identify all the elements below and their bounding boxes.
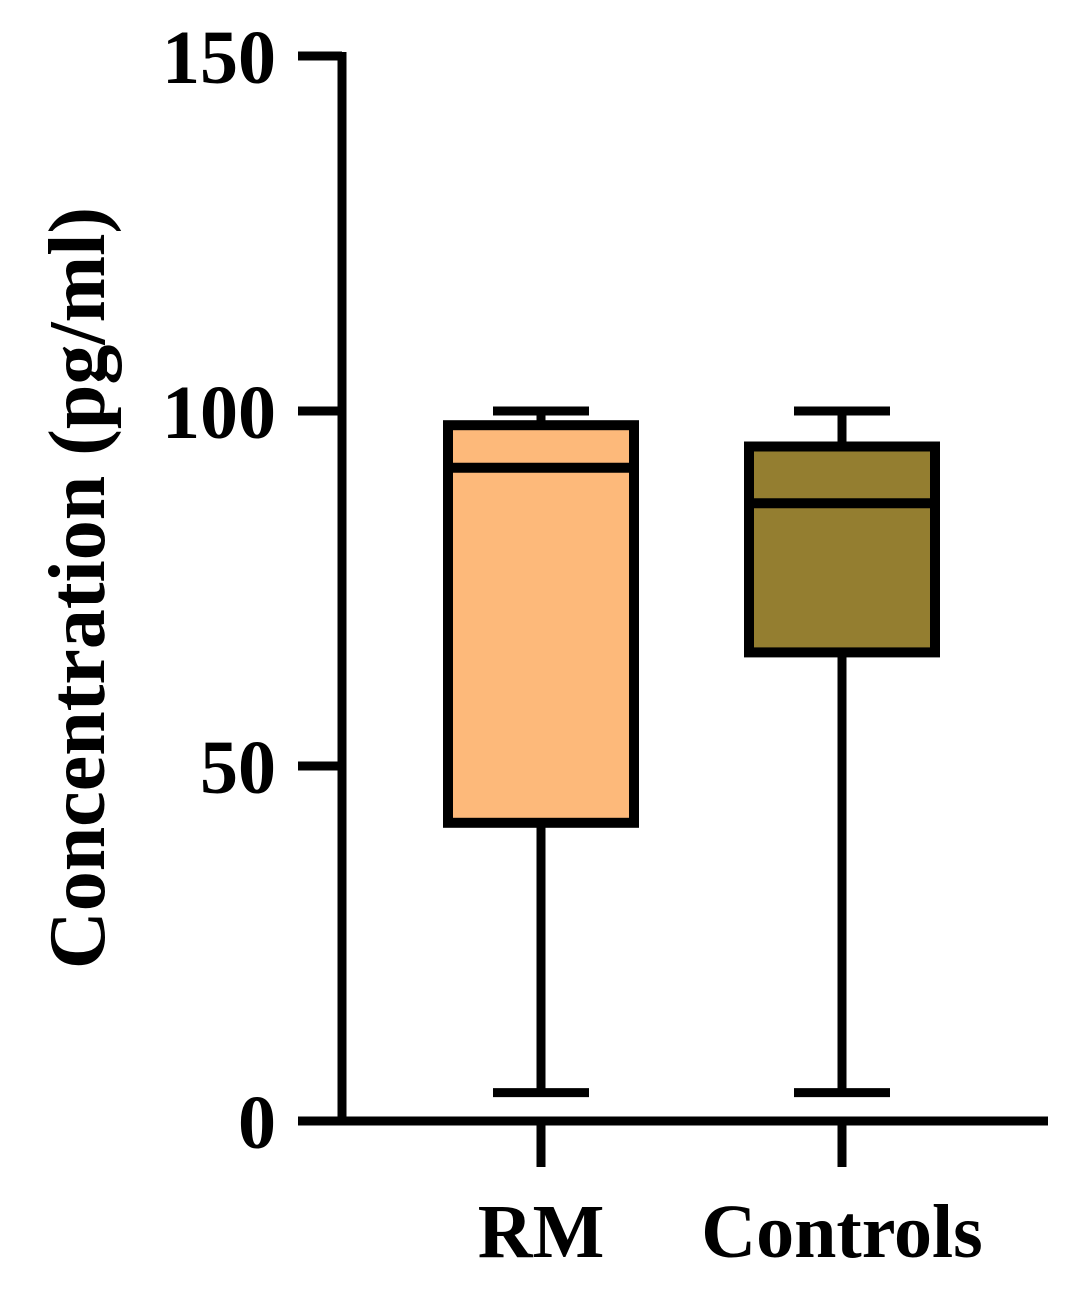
y-tick-label: 150 <box>162 16 276 100</box>
boxes <box>443 406 940 1098</box>
y-tick-label: 50 <box>200 726 276 810</box>
x-tick-label: Controls <box>701 1190 983 1274</box>
y-tick-label: 0 <box>238 1081 276 1165</box>
x-axis-ticks: RM Controls <box>478 1121 983 1274</box>
x-tick-label: RM <box>478 1190 605 1274</box>
axes <box>298 52 1048 1126</box>
y-axis-title: Concentration (pg/ml) <box>34 207 122 969</box>
iqr-box <box>744 441 940 658</box>
y-axis-ticks: 0 50 100 150 <box>162 16 342 1165</box>
box-group-rm <box>443 406 639 1098</box>
y-tick-label: 100 <box>162 371 276 455</box>
box-group-controls <box>744 406 940 1098</box>
y-axis-title-group: Concentration (pg/ml) <box>34 207 122 969</box>
iqr-box <box>443 420 639 828</box>
